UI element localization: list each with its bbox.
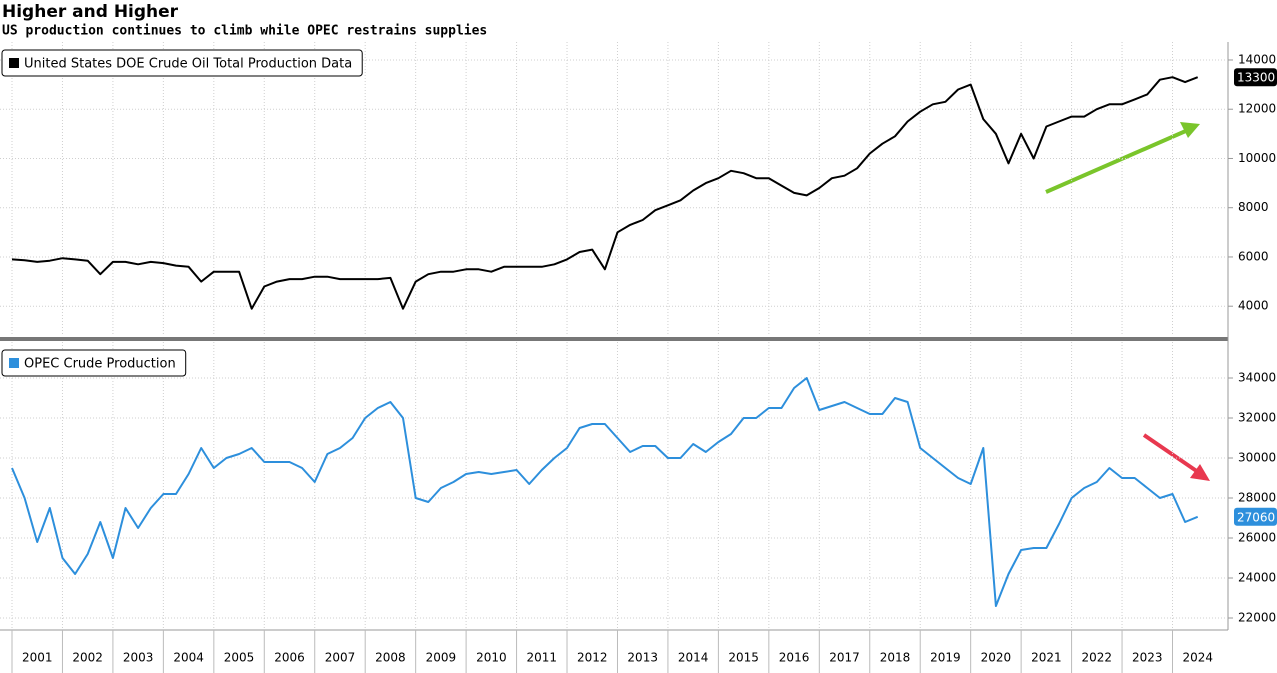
chart-subtitle: US production continues to climb while O…: [2, 24, 487, 39]
x-tick-label: 2021: [1031, 651, 1062, 665]
x-tick-label: 2003: [123, 651, 154, 665]
x-tick-label: 2015: [728, 651, 759, 665]
legend-swatch: [9, 58, 19, 68]
y-tick-label: 6000: [1238, 249, 1269, 263]
y-tick-label: 34000: [1238, 371, 1276, 385]
x-tick-label: 2013: [627, 651, 658, 665]
y-tick-label: 22000: [1238, 611, 1276, 625]
x-tick-label: 2007: [325, 651, 356, 665]
x-tick-label: 2016: [779, 651, 810, 665]
x-tick-label: 2017: [829, 651, 860, 665]
x-tick-label: 2012: [577, 651, 608, 665]
x-tick-label: 2023: [1132, 651, 1163, 665]
panel-separator: [0, 337, 1228, 341]
x-tick-label: 2001: [22, 651, 53, 665]
y-tick-label: 4000: [1238, 299, 1269, 313]
y-tick-label: 12000: [1238, 102, 1276, 116]
data-line: [11, 377, 1199, 607]
last-value-label: 13300: [1237, 71, 1275, 85]
y-tick-label: 10000: [1238, 151, 1276, 165]
x-tick-label: 2002: [72, 651, 103, 665]
y-tick-label: 8000: [1238, 200, 1269, 214]
x-tick-label: 2019: [930, 651, 961, 665]
legend-box: [1, 49, 363, 77]
x-tick-label: 2011: [527, 651, 558, 665]
legend: OPEC Crude Production: [1, 349, 187, 377]
legend-box: [1, 349, 187, 377]
data-line: [11, 76, 1199, 310]
last-value-tag: [1234, 68, 1277, 87]
x-tick-label: 2004: [173, 651, 204, 665]
legend-label: United States DOE Crude Oil Total Produc…: [24, 57, 352, 72]
x-tick-label: 2010: [476, 651, 507, 665]
legend-label: OPEC Crude Production: [24, 357, 176, 372]
y-tick-label: 32000: [1238, 411, 1276, 425]
last-value-tag: [1234, 507, 1277, 526]
last-value-label: 27060: [1237, 510, 1275, 524]
legend-swatch: [9, 358, 19, 368]
x-tick-label: 2022: [1082, 651, 1113, 665]
y-tick-label: 26000: [1238, 531, 1276, 545]
x-tick-label: 2018: [880, 651, 911, 665]
x-tick-label: 2020: [981, 651, 1012, 665]
x-tick-label: 2014: [678, 651, 709, 665]
legend: United States DOE Crude Oil Total Produc…: [1, 49, 363, 77]
red-arrow: [1142, 433, 1210, 481]
y-tick-label: 30000: [1238, 451, 1276, 465]
x-tick-label: 2024: [1182, 651, 1213, 665]
green-arrow: [1045, 122, 1200, 194]
x-tick-label: 2009: [426, 651, 457, 665]
y-tick-label: 28000: [1238, 491, 1276, 505]
x-tick-label: 2005: [224, 651, 255, 665]
x-tick-label: 2008: [375, 651, 406, 665]
x-tick-label: 2006: [274, 651, 305, 665]
y-tick-label: 14000: [1238, 52, 1276, 66]
y-tick-label: 24000: [1238, 571, 1276, 585]
chart-title: Higher and Higher: [2, 2, 179, 22]
